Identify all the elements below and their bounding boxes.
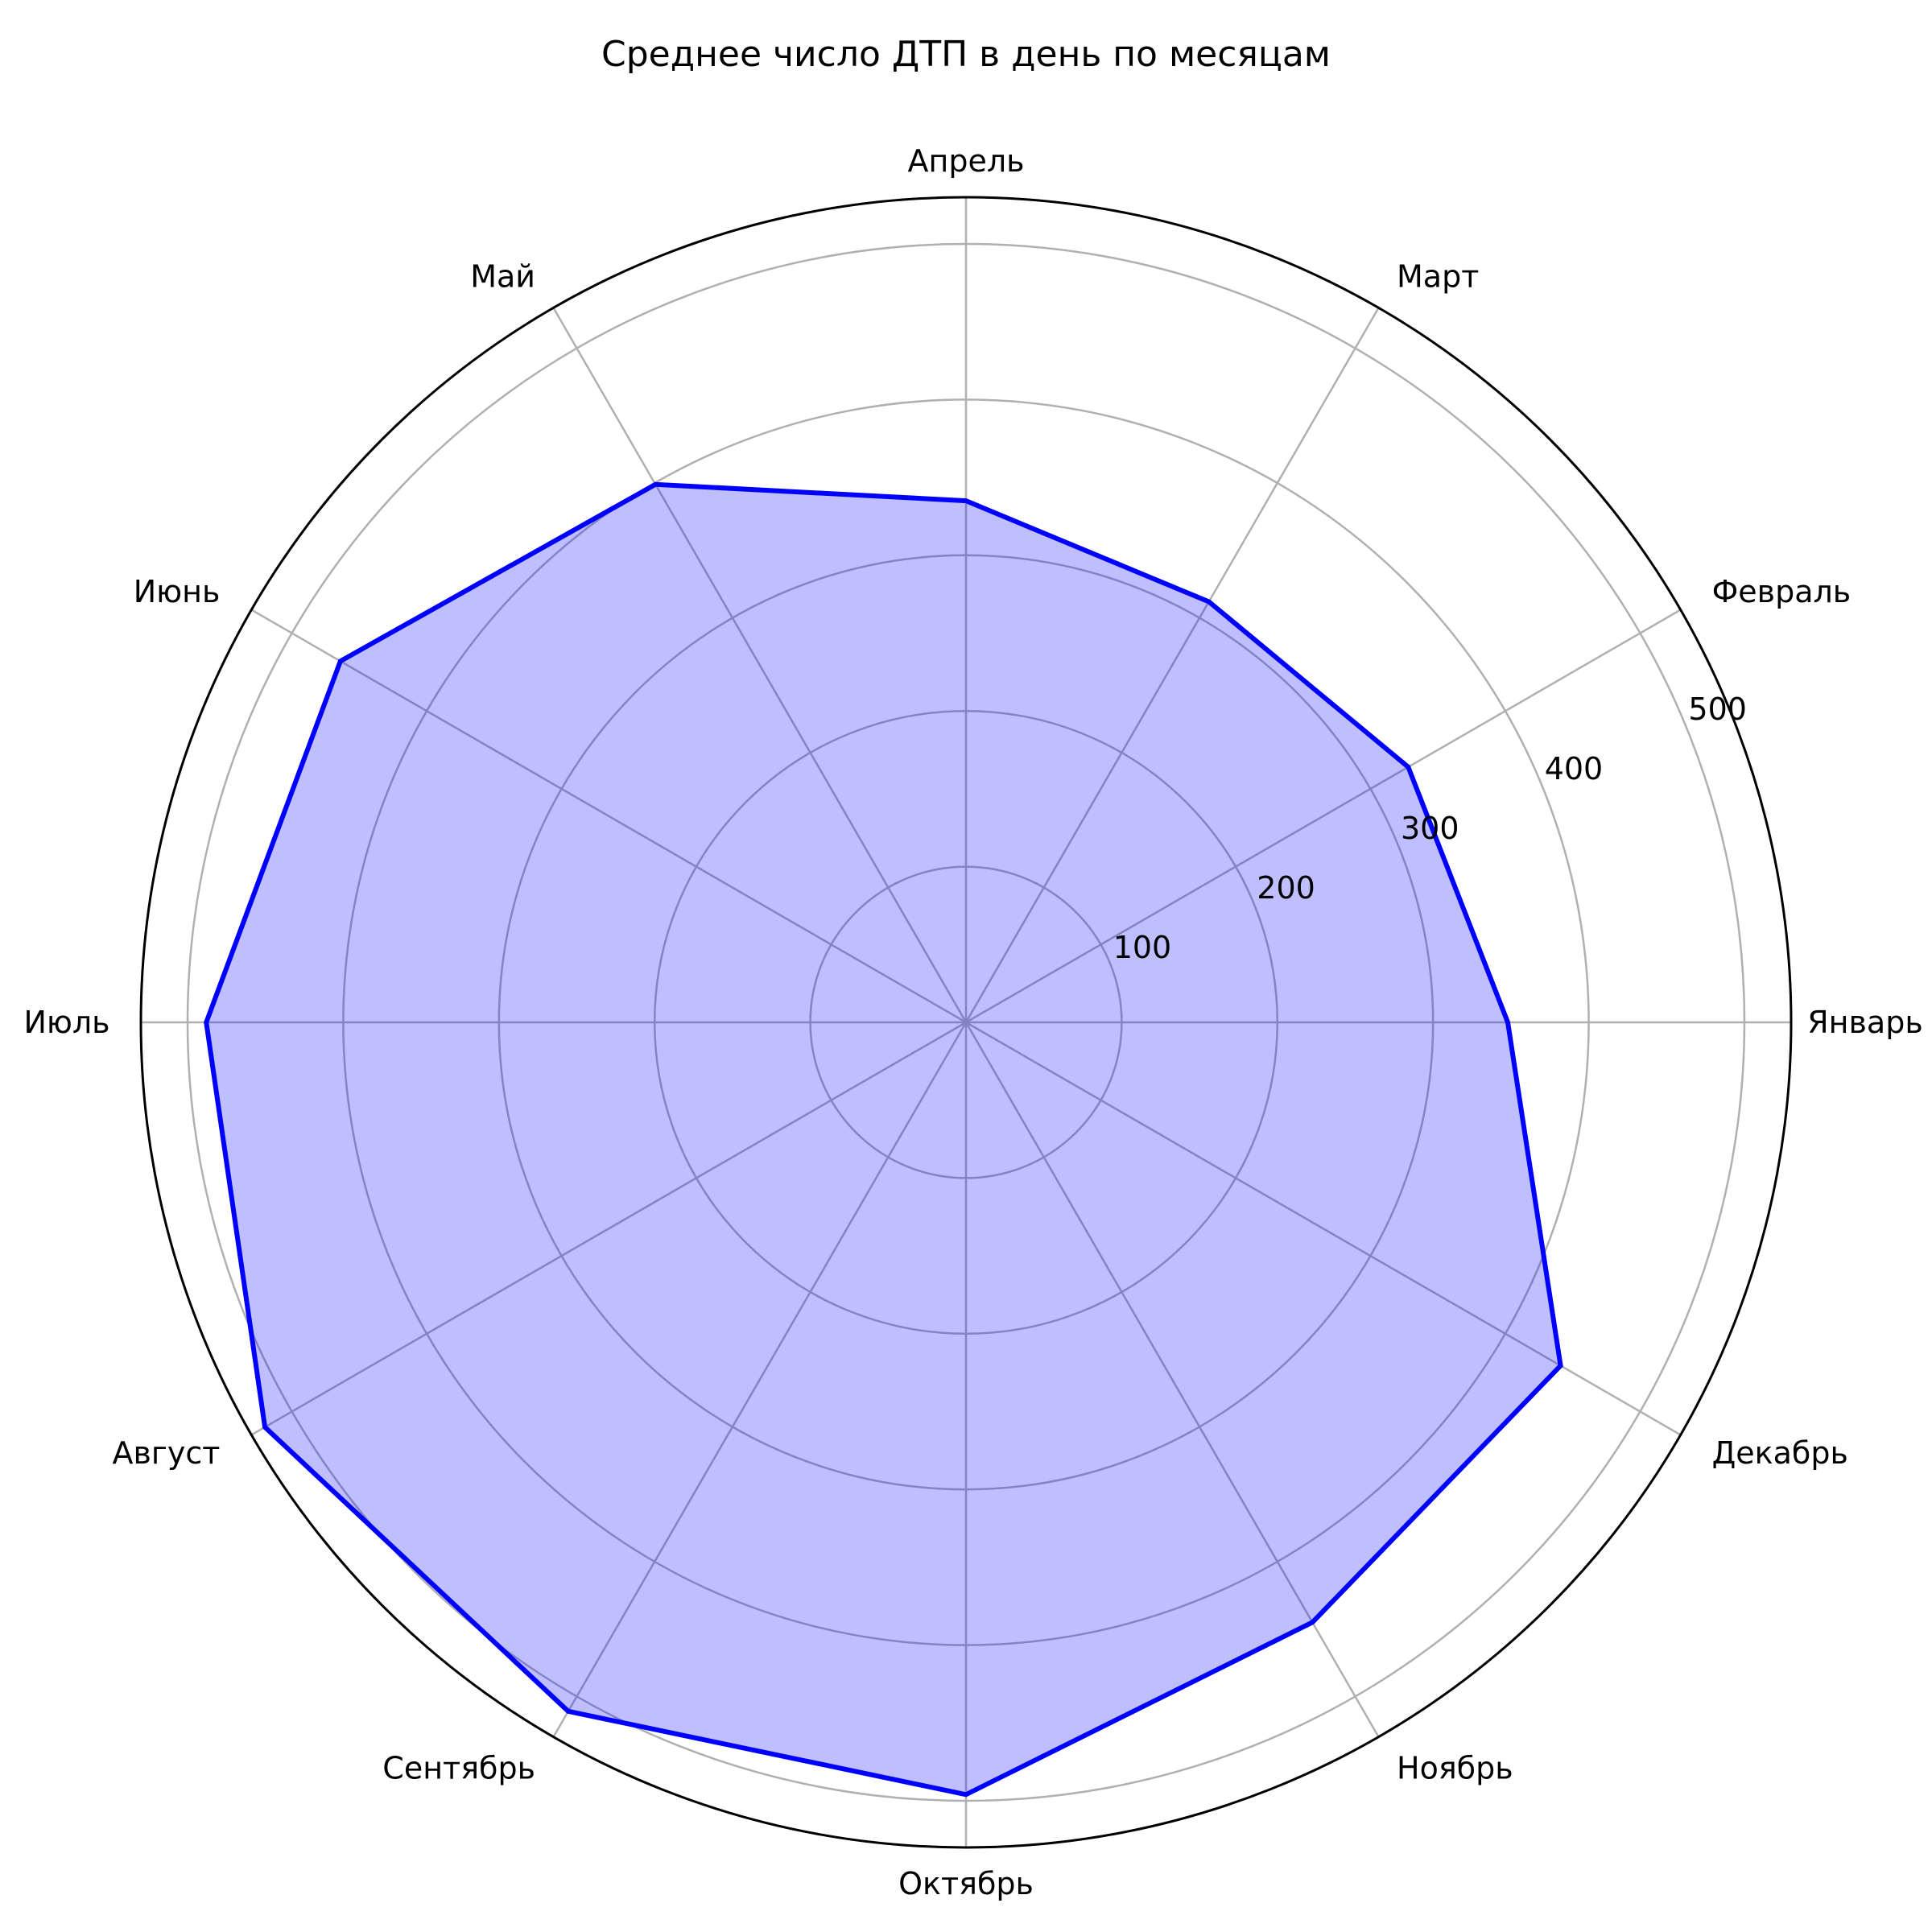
series-area [206, 484, 1561, 1795]
radial-tick-label-100: 100 [1113, 930, 1172, 965]
month-label-10: Октябрь [898, 1866, 1034, 1901]
month-label-4: Апрель [907, 143, 1024, 179]
month-label-1: Январь [1807, 1005, 1922, 1040]
series-layer [204, 481, 1563, 1798]
grid-spoke [250, 1021, 967, 1436]
radial-tick-label-200: 200 [1257, 870, 1315, 906]
month-label-6: Июнь [134, 574, 221, 609]
angular-grid [141, 197, 1791, 1847]
month-label-5: Май [470, 258, 535, 294]
grid-spoke [552, 307, 968, 1023]
month-label-11: Ноябрь [1397, 1751, 1513, 1786]
month-label-9: Сентябрь [382, 1751, 535, 1786]
chart-title: Среднее число ДТП в день по месяцам [601, 34, 1331, 75]
grid-spoke [250, 609, 967, 1024]
grid-spoke [965, 609, 1682, 1024]
grid-spoke [964, 307, 1380, 1023]
grid-spoke [964, 1022, 1380, 1738]
polar-frame [139, 196, 1793, 1849]
radial-tick-label-500: 500 [1688, 691, 1747, 727]
month-label-3: Март [1397, 258, 1479, 294]
month-label-7: Июль [23, 1005, 109, 1040]
radial-tick-label-300: 300 [1401, 811, 1459, 846]
radial-tick-label-400: 400 [1545, 751, 1604, 786]
month-label-2: Февраль [1712, 574, 1852, 609]
grid-spoke [552, 1022, 968, 1738]
month-label-8: Август [113, 1435, 221, 1471]
month-label-12: Декабрь [1712, 1435, 1848, 1471]
radial-tick-labels: 100 200 300 400 500 [1113, 691, 1747, 965]
angular-tick-labels: Январь Февраль Март Апрель Май Июнь Июль Август… [23, 143, 1922, 1901]
